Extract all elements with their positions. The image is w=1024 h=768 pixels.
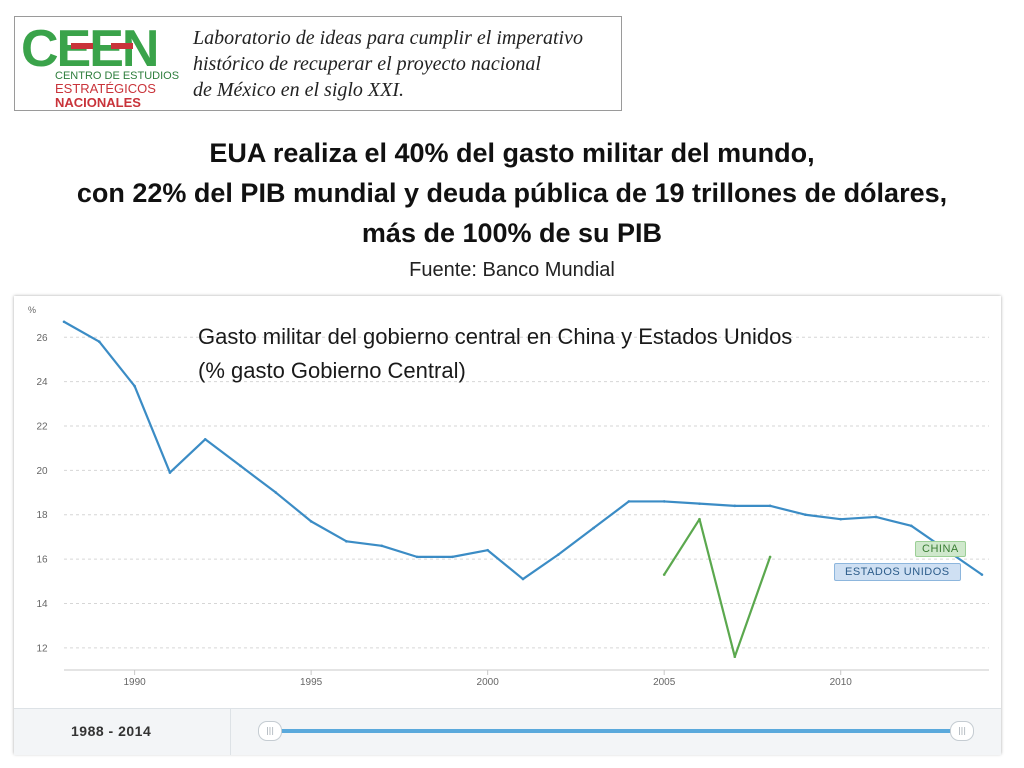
data-point — [415, 555, 419, 559]
range-end-handle[interactable]: ||| — [950, 721, 974, 741]
series-line-china — [663, 518, 772, 658]
headline-line: con 22% del PIB mundial y deuda pública … — [76, 178, 948, 208]
data-point — [274, 491, 278, 494]
data-point — [804, 513, 807, 517]
logo-subtitle-line-3: NACIONALES — [55, 95, 141, 110]
line-chart: % 12 14 16 18 20 22 24 26 1990 1995 2000 2005 2010 — [28, 305, 989, 688]
chart-title-line: (% gasto Gobierno Central) — [198, 358, 466, 383]
data-point — [910, 524, 913, 528]
range-divider — [230, 709, 231, 755]
data-point — [521, 577, 525, 581]
data-point — [662, 500, 666, 503]
chart-title-line: Gasto militar del gobierno central en Ch… — [198, 324, 793, 349]
y-tick-label: 26 — [36, 333, 48, 344]
data-point — [733, 655, 737, 658]
y-tick-label: 18 — [36, 510, 48, 521]
tagline-line: histórico de recuperar el proyecto nacio… — [193, 53, 541, 75]
logo-banner: CEEN CENTRO DE ESTUDIOS ESTRATÉGICOS NAC… — [14, 16, 622, 111]
headline-line: EUA realiza el 40% del gasto militar del… — [209, 138, 815, 168]
logo-stripe — [71, 43, 93, 49]
data-point — [168, 471, 172, 474]
series-label-china: CHINA — [915, 541, 966, 557]
y-tick-label: 12 — [36, 643, 48, 654]
x-tick-label: 1995 — [300, 677, 323, 688]
logo-subtitle-line-1: CENTRO DE ESTUDIOS — [55, 70, 180, 82]
data-point — [62, 320, 66, 324]
data-point — [874, 515, 878, 519]
range-track[interactable] — [266, 729, 956, 733]
x-tick-label: 1990 — [123, 677, 146, 688]
data-point — [309, 520, 313, 523]
logo-letters: CEEN — [21, 20, 159, 78]
y-tick-label: 14 — [36, 599, 48, 610]
chart-panel: % 12 14 16 18 20 22 24 26 1990 1995 2000 2005 2010 Ga… — [14, 296, 1001, 755]
y-tick-label: 16 — [36, 555, 48, 566]
y-axis-unit: % — [28, 305, 36, 315]
headline: EUA realiza el 40% del gasto militar del… — [0, 133, 1024, 253]
y-tick-label: 24 — [36, 377, 48, 388]
data-point — [662, 573, 666, 576]
chart-title: Gasto militar del gobierno central en Ch… — [198, 320, 792, 388]
tagline: Laboratorio de ideas para cumplir el imp… — [193, 25, 613, 103]
data-point — [698, 517, 701, 521]
data-point — [698, 502, 701, 505]
data-point — [592, 526, 595, 530]
source-note: Fuente: Banco Mundial — [409, 259, 615, 281]
x-tick-label: 2005 — [653, 677, 676, 688]
x-tick-label: 2000 — [477, 677, 500, 688]
series-label-estados-unidos: ESTADOS UNIDOS — [834, 563, 961, 581]
data-point — [380, 544, 384, 548]
x-tick-label: 2010 — [830, 677, 853, 688]
y-tick-label: 20 — [36, 466, 48, 477]
data-point — [733, 504, 737, 508]
data-point — [980, 573, 984, 576]
data-point — [839, 517, 843, 521]
data-point — [556, 553, 560, 556]
data-point — [768, 555, 772, 559]
range-start-handle[interactable]: ||| — [258, 721, 282, 741]
logo-subtitle-line-2: ESTRATÉGICOS — [55, 81, 156, 96]
data-point — [98, 340, 101, 344]
tagline-line: de México en el siglo XXI. — [193, 79, 405, 101]
data-point — [133, 384, 136, 388]
data-point — [345, 540, 348, 543]
data-point — [627, 500, 631, 503]
year-range-label: 1988 - 2014 — [71, 723, 152, 739]
data-point — [239, 464, 242, 468]
data-point — [486, 548, 489, 552]
data-point — [203, 438, 207, 441]
headline-line: más de 100% de su PIB — [361, 218, 663, 248]
data-point — [768, 504, 772, 508]
y-tick-label: 22 — [36, 422, 48, 433]
logo-stripe — [111, 43, 133, 49]
year-range-slider: 1988 - 2014 ||| ||| — [14, 708, 1001, 755]
data-point — [451, 555, 454, 559]
tagline-line: Laboratorio de ideas para cumplir el imp… — [193, 27, 583, 49]
